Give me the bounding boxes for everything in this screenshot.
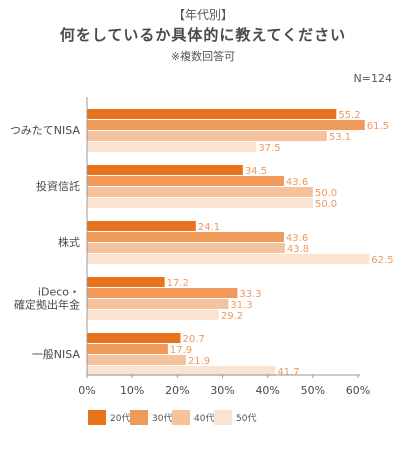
bar bbox=[87, 355, 186, 365]
x-tick-label: 50% bbox=[301, 384, 325, 397]
chart-note: ※複数回答可 bbox=[170, 50, 236, 63]
value-label: 17.2 bbox=[167, 278, 189, 289]
value-label: 50.0 bbox=[315, 199, 337, 210]
value-label: 37.5 bbox=[258, 143, 280, 154]
bar bbox=[87, 299, 229, 309]
category-label: 確定拠出年金 bbox=[14, 298, 80, 312]
x-tick-label: 10% bbox=[120, 384, 144, 397]
value-label: 55.2 bbox=[338, 110, 360, 121]
legend-label: 50代 bbox=[236, 413, 256, 424]
value-label: 24.1 bbox=[198, 222, 220, 233]
bar bbox=[87, 366, 276, 376]
bar bbox=[87, 277, 165, 287]
value-label: 43.6 bbox=[286, 177, 308, 188]
category-label: 一般NISA bbox=[32, 348, 81, 361]
value-label: 34.5 bbox=[245, 166, 267, 177]
bar bbox=[87, 109, 337, 119]
bar bbox=[87, 243, 285, 253]
legend-swatch bbox=[130, 410, 148, 425]
chart-tag: 【年代別】 bbox=[172, 8, 233, 22]
x-tick-label: 20% bbox=[165, 384, 189, 397]
x-tick-label: 40% bbox=[255, 384, 279, 397]
category-label: iDeco・ bbox=[38, 286, 80, 299]
bar bbox=[87, 165, 243, 175]
bar bbox=[87, 176, 284, 186]
legend-label: 40代 bbox=[194, 413, 214, 424]
value-label: 43.6 bbox=[286, 233, 308, 244]
value-label: 33.3 bbox=[239, 289, 261, 300]
value-label: 21.9 bbox=[188, 356, 210, 367]
bar bbox=[87, 232, 284, 242]
chart-title: 何をしているか具体的に教えてください bbox=[59, 26, 347, 44]
value-label: 61.5 bbox=[367, 121, 389, 132]
category-label: つみたてNISA bbox=[10, 124, 81, 137]
value-label: 29.2 bbox=[221, 311, 243, 322]
bar bbox=[87, 198, 313, 208]
bar bbox=[87, 344, 168, 354]
value-label: 17.9 bbox=[170, 345, 192, 356]
bar bbox=[87, 254, 370, 264]
value-label: 62.5 bbox=[371, 255, 393, 266]
legend-label: 30代 bbox=[152, 413, 172, 424]
legend-swatch bbox=[88, 410, 106, 425]
x-tick-label: 30% bbox=[210, 384, 234, 397]
category-label: 投資信託 bbox=[36, 179, 80, 193]
category-label: 株式 bbox=[58, 235, 80, 249]
x-tick-label: 60% bbox=[346, 384, 370, 397]
bar bbox=[87, 221, 196, 231]
sample-size: N=124 bbox=[353, 72, 392, 85]
bar bbox=[87, 288, 238, 298]
bar bbox=[87, 120, 365, 130]
bar bbox=[87, 187, 313, 197]
legend-swatch bbox=[214, 410, 232, 425]
x-tick-label: 0% bbox=[78, 384, 95, 397]
value-label: 53.1 bbox=[329, 132, 351, 143]
value-label: 50.0 bbox=[315, 188, 337, 199]
legend-swatch bbox=[172, 410, 190, 425]
bar bbox=[87, 142, 257, 152]
value-label: 43.8 bbox=[287, 244, 309, 255]
value-label: 41.7 bbox=[277, 367, 299, 378]
value-label: 31.3 bbox=[230, 300, 252, 311]
bar bbox=[87, 131, 327, 141]
bar bbox=[87, 333, 181, 343]
value-label: 20.7 bbox=[182, 334, 204, 345]
legend-label: 20代 bbox=[110, 413, 130, 424]
bar bbox=[87, 310, 219, 320]
